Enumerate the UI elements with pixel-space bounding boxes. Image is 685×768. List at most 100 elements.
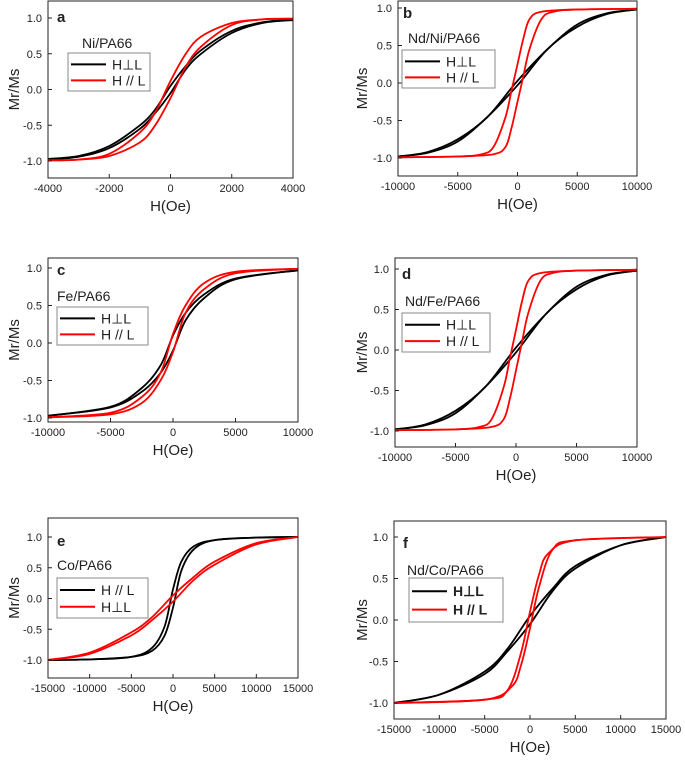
series-0-lower-branch xyxy=(48,536,298,661)
x-tick-label: -10000 xyxy=(381,181,415,193)
panel-c: -10000 -5000 0 5000 10000 -1.0 -0.5 0.0 0.5 1.0 H(… xyxy=(6,257,314,459)
y-tick-label: 0.5 xyxy=(377,41,392,53)
series-1-lower-branch xyxy=(48,17,293,162)
legend-label: H⊥L xyxy=(446,317,476,333)
x-tick-label: 10000 xyxy=(241,683,272,695)
x-axis-label: H(Oe) xyxy=(153,442,194,459)
legend-label: H⊥L xyxy=(101,310,131,326)
y-tick-label: -1.0 xyxy=(23,655,42,667)
sample-name: Co/PA66 xyxy=(57,557,112,573)
y-tick-label: 1.0 xyxy=(27,263,42,275)
x-tick-label: -5000 xyxy=(96,427,124,439)
x-tick-label: -10000 xyxy=(422,724,456,736)
y-tick-label: 0.0 xyxy=(377,78,392,90)
x-tick-label: -2000 xyxy=(95,183,123,195)
y-axis-label: Mr/Ms xyxy=(6,577,23,619)
x-tick-label: 10000 xyxy=(622,452,653,464)
x-axis-label: H(Oe) xyxy=(496,467,537,484)
series-1-upper-branch xyxy=(48,536,298,661)
y-tick-label: 0.5 xyxy=(374,305,389,317)
x-tick-label: -5000 xyxy=(441,452,469,464)
series-1-upper-branch xyxy=(398,7,637,159)
y-tick-label: -0.5 xyxy=(373,116,392,128)
legend-box xyxy=(401,312,491,353)
y-tick-label: 1.0 xyxy=(374,264,389,276)
sample-name: Fe/PA66 xyxy=(57,288,111,304)
series-1-upper-branch xyxy=(48,17,293,162)
y-tick-label: 1.0 xyxy=(27,532,42,544)
legend-box xyxy=(56,577,149,619)
legend-box xyxy=(56,306,149,346)
legend-label: H // L xyxy=(446,333,480,349)
x-tick-label: 0 xyxy=(513,452,519,464)
series-1-lower-branch xyxy=(48,536,298,661)
x-tick-label: -10000 xyxy=(378,452,412,464)
x-tick-label: 0 xyxy=(167,183,173,195)
x-tick-label: 4000 xyxy=(281,183,305,195)
legend: H⊥LH // L xyxy=(67,52,151,92)
y-axis-label: Mr/Ms xyxy=(354,68,371,110)
series-1-upper-branch xyxy=(48,267,298,419)
legend: H⊥LH // L xyxy=(401,312,491,353)
panel-letter: a xyxy=(57,9,66,26)
series-1-lower-branch xyxy=(394,536,666,704)
legend-box xyxy=(408,577,504,623)
x-tick-label: 0 xyxy=(170,683,176,695)
x-axis-label: H(Oe) xyxy=(497,196,538,213)
y-tick-label: -1.0 xyxy=(23,156,42,168)
y-axis-label: Mr/Ms xyxy=(354,332,371,374)
x-tick-label: -5000 xyxy=(444,181,472,193)
x-tick-label: -4000 xyxy=(34,183,62,195)
y-tick-label: -1.0 xyxy=(369,698,388,710)
legend-box xyxy=(401,49,496,89)
legend: H⊥L H // L xyxy=(408,577,504,623)
y-tick-label: -1.0 xyxy=(373,153,392,165)
sample-name: Nd/Ni/PA66 xyxy=(408,30,480,46)
y-tick-label: -0.5 xyxy=(23,120,42,132)
series-0-lower-branch xyxy=(395,269,637,431)
x-tick-label: 10000 xyxy=(622,181,653,193)
legend-label: H // L xyxy=(453,602,488,618)
panel-e: -15000 -10000 -5000 0 5000 10000 15000 -1.0 -0.5… xyxy=(6,517,313,715)
sample-name: Nd/Fe/PA66 xyxy=(405,293,480,309)
y-axis-label: Mr/Ms xyxy=(6,319,23,361)
x-tick-label: -5000 xyxy=(117,683,145,695)
y-tick-label: 0.0 xyxy=(373,615,388,627)
legend: H // LH⊥L xyxy=(56,577,149,619)
x-tick-label: -15000 xyxy=(31,683,65,695)
x-tick-label: 5000 xyxy=(565,181,589,193)
x-tick-label: -10000 xyxy=(31,427,65,439)
x-tick-label: 10000 xyxy=(605,724,636,736)
x-tick-label: 15000 xyxy=(651,724,682,736)
legend-label: H⊥L xyxy=(453,583,484,599)
panel-letter: e xyxy=(57,533,65,550)
x-tick-label: 5000 xyxy=(563,724,587,736)
y-tick-label: 0.0 xyxy=(27,338,42,350)
panel-f: -15000 -10000 -5000 0 5000 10000 15000 -1.0 -0.5… xyxy=(354,520,682,756)
legend: H⊥LH // L xyxy=(401,49,496,89)
y-tick-label: -1.0 xyxy=(23,413,42,425)
series-1-lower-branch xyxy=(48,267,298,419)
y-tick-label: 0.0 xyxy=(27,85,42,97)
y-tick-label: -1.0 xyxy=(370,426,389,438)
y-tick-label: -0.5 xyxy=(23,376,42,388)
legend-label: H⊥L xyxy=(101,599,131,615)
series-1-upper-branch xyxy=(395,268,637,432)
x-tick-label: 0 xyxy=(527,724,533,736)
y-tick-label: 0.0 xyxy=(374,345,389,357)
x-axis-label: H(Oe) xyxy=(153,698,194,715)
panel-b: -10000 -5000 0 5000 10000 -1.0 -0.5 0.0 0.5 1.0 H(… xyxy=(354,0,653,213)
y-axis-label: Mr/Ms xyxy=(354,599,371,641)
y-tick-label: 1.0 xyxy=(373,532,388,544)
series-0-upper-branch xyxy=(395,269,637,431)
panel-letter: c xyxy=(57,262,65,279)
x-tick-label: 10000 xyxy=(283,427,314,439)
y-tick-label: -0.5 xyxy=(369,657,388,669)
y-tick-label: 0.0 xyxy=(27,594,42,606)
x-tick-label: 2000 xyxy=(220,183,244,195)
x-tick-label: 5000 xyxy=(564,452,588,464)
x-tick-label: 0 xyxy=(170,427,176,439)
y-tick-label: 1.0 xyxy=(27,13,42,25)
series-0-lower-branch xyxy=(48,19,293,161)
